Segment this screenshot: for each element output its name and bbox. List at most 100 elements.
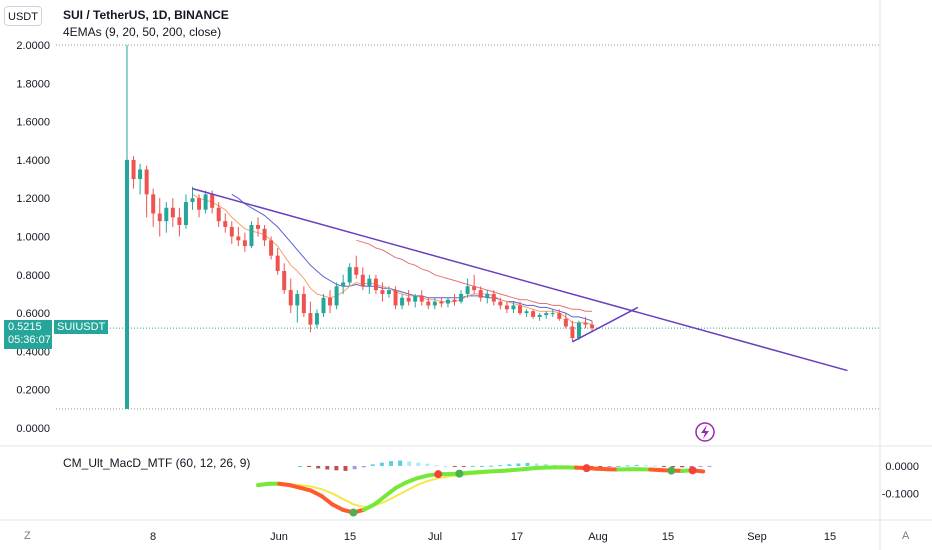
- macd-histogram-bar: [671, 465, 676, 468]
- macd-histogram-bar: [689, 465, 694, 468]
- candle-body: [151, 194, 156, 214]
- candle-body: [203, 194, 208, 210]
- candle-body: [380, 290, 385, 294]
- candle-body: [164, 207, 169, 222]
- candle-body: [125, 159, 129, 409]
- last-price-badge: 0.5215 05:36:07: [4, 320, 52, 349]
- time-tick-label: Aug: [588, 531, 608, 543]
- macd-histogram-bar: [407, 461, 412, 466]
- candle-body: [583, 322, 588, 325]
- candle-body: [400, 297, 405, 306]
- auto-scale-button[interactable]: A: [902, 530, 910, 542]
- macd-histogram-bar: [334, 465, 339, 471]
- macd-histogram-bar: [525, 462, 530, 466]
- ema9-line: [192, 193, 593, 326]
- candle-body: [459, 293, 464, 302]
- macd-histogram-bar: [625, 465, 630, 467]
- macd-histogram-bar: [616, 465, 621, 467]
- candle-body: [354, 267, 359, 275]
- macd-histogram-bar: [425, 463, 430, 466]
- price-tick-label: 1.4000: [16, 155, 50, 167]
- symbol-badge: SUIUSDT: [54, 320, 109, 334]
- price-tick-label: 0.8000: [16, 270, 50, 282]
- candle-body: [419, 295, 424, 302]
- macd-tick-label: 0.0000: [885, 461, 919, 473]
- macd-cross-dot: [434, 470, 443, 479]
- candle-body: [485, 293, 490, 298]
- macd-histogram-bar: [707, 465, 712, 467]
- candle-body: [216, 207, 221, 222]
- macd-histogram-bar: [489, 465, 494, 467]
- price-tick-label: 1.2000: [16, 193, 50, 205]
- time-tick-label: 15: [344, 531, 356, 543]
- candle-body: [511, 305, 516, 310]
- macd-legend: CM_Ult_MacD_MTF (60, 12, 26, 9): [63, 456, 251, 470]
- price-tick-label: 1.8000: [16, 78, 50, 90]
- candle-body: [373, 278, 378, 291]
- price-tick-label: 2.0000: [16, 40, 50, 52]
- candle-body: [321, 297, 326, 314]
- candle-body: [413, 295, 418, 302]
- macd-tick-label: -0.1000: [882, 488, 919, 500]
- macd-histogram-bar: [443, 465, 448, 467]
- trendline: [192, 187, 848, 372]
- macd-histogram-bar: [361, 465, 366, 468]
- macd-histogram-bar: [680, 465, 685, 468]
- macd-line-segment: [383, 485, 398, 499]
- ema20-line: [231, 193, 593, 322]
- candle-body: [262, 228, 267, 241]
- macd-histogram-bar: [516, 463, 521, 466]
- macd-histogram-bar: [634, 464, 639, 466]
- candle-body: [275, 255, 280, 271]
- macd-histogram-bar: [434, 465, 439, 467]
- macd-histogram-bar: [452, 465, 457, 467]
- candle-body: [472, 286, 477, 291]
- candle-body: [406, 297, 411, 302]
- price-tick-label: 0.0000: [16, 423, 50, 435]
- candle-body: [367, 278, 372, 287]
- candle-body: [183, 202, 188, 226]
- currency-button[interactable]: USDT: [4, 6, 42, 26]
- macd-cross-dot: [688, 466, 697, 475]
- lightning-bolt-icon: [701, 425, 709, 439]
- candle-body: [439, 301, 444, 304]
- price-tick-label: 0.4000: [16, 346, 50, 358]
- candle-body: [210, 194, 215, 208]
- macd-cross-dot: [582, 464, 591, 473]
- candle-body: [308, 313, 313, 325]
- time-tick-label: 17: [511, 531, 523, 543]
- candle-body: [282, 270, 287, 291]
- candle-body: [301, 293, 306, 314]
- macd-histogram-bar: [498, 465, 503, 467]
- trendline: [572, 306, 639, 343]
- macd-histogram-bar: [480, 465, 484, 467]
- candle-body: [256, 225, 260, 229]
- macd-histogram-bar: [698, 465, 703, 467]
- macd-cross-dot: [349, 508, 358, 517]
- candle-body: [491, 293, 496, 302]
- time-tick-label: Jul: [428, 531, 442, 543]
- macd-histogram-bar: [298, 465, 302, 467]
- candle-body: [347, 267, 352, 283]
- candle-body: [544, 313, 549, 316]
- candle-body: [590, 324, 595, 329]
- candle-body: [138, 169, 143, 180]
- macd-histogram-bar: [470, 465, 475, 467]
- macd-histogram-bar: [534, 463, 539, 466]
- macd-histogram-bar: [343, 465, 348, 471]
- candle-body: [223, 221, 228, 227]
- candle-body: [295, 293, 300, 306]
- macd-histogram-bar: [398, 460, 403, 466]
- candle-body: [445, 299, 450, 304]
- candle-body: [518, 305, 522, 314]
- candle-body: [393, 290, 398, 306]
- macd-cross-dot: [667, 466, 676, 475]
- candle-body: [498, 301, 503, 306]
- indicator-legend: 4EMAs (9, 20, 50, 200, close): [63, 25, 222, 39]
- symbol-title: SUI / TetherUS, 1D, BINANCE: [63, 8, 229, 22]
- timezone-button[interactable]: Z: [24, 530, 31, 542]
- candle-body: [576, 322, 581, 338]
- candle-body: [465, 286, 470, 294]
- macd-histogram-bar: [316, 465, 321, 469]
